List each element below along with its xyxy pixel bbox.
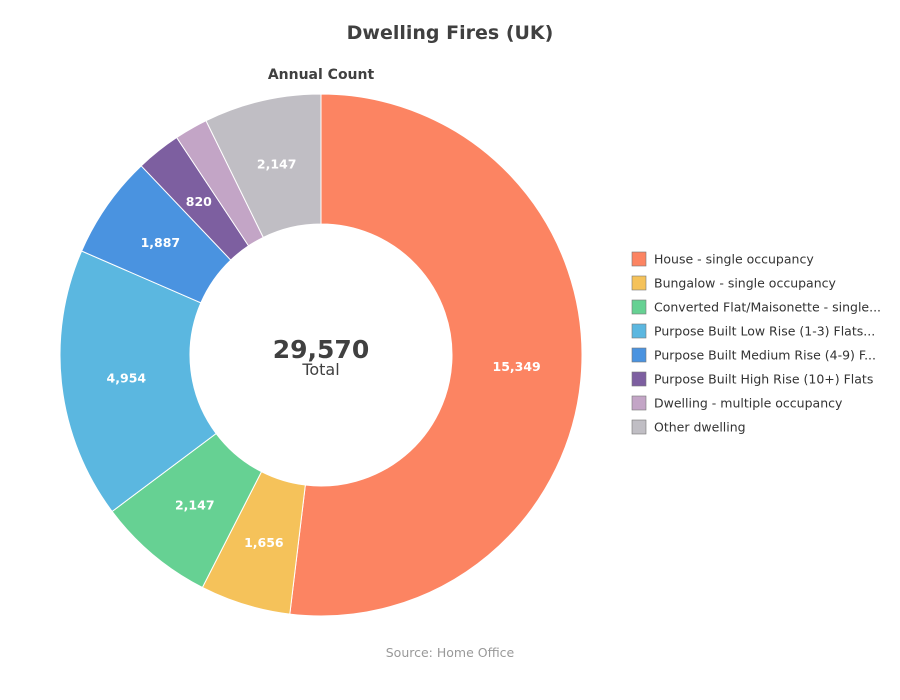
legend-swatch [631, 395, 647, 411]
legend-swatch [631, 323, 647, 339]
donut-hole [190, 224, 452, 486]
legend-item-house-single-occupancy[interactable]: House - single occupancy [631, 251, 814, 267]
slice-label-purpose-built-low-rise-1-3-flats: 4,954 [107, 370, 147, 385]
legend-swatch [631, 275, 647, 291]
donut-slices [59, 93, 583, 617]
legend-swatch [631, 347, 647, 363]
total-value: 29,570 [273, 335, 369, 364]
slice-label-purpose-built-high-rise-10-flats: 820 [186, 194, 212, 209]
slice-label-converted-flat-maisonette-single: 2,147 [175, 497, 215, 512]
legend-label: Dwelling - multiple occupancy [654, 396, 843, 411]
legend-item-other-dwelling[interactable]: Other dwelling [631, 419, 746, 435]
legend: House - single occupancy Bungalow - singl… [631, 251, 881, 435]
legend-item-converted-flat-maisonette-single[interactable]: Converted Flat/Maisonette - single... [631, 299, 881, 315]
legend-item-purpose-built-low-rise-1-3-flats[interactable]: Purpose Built Low Rise (1-3) Flats... [631, 323, 875, 339]
legend-item-dwelling-multiple-occupancy[interactable]: Dwelling - multiple occupancy [631, 395, 843, 411]
chart-subtitle: Annual Count [268, 67, 375, 83]
legend-item-purpose-built-medium-rise-4-9-f[interactable]: Purpose Built Medium Rise (4-9) F... [631, 347, 876, 363]
legend-swatch [631, 419, 647, 435]
slice-label-bungalow-single-occupancy: 1,656 [244, 535, 284, 550]
legend-label: Purpose Built High Rise (10+) Flats [654, 372, 873, 387]
legend-label: Purpose Built Medium Rise (4-9) F... [654, 348, 876, 363]
legend-label: House - single occupancy [654, 252, 814, 267]
total-label: Total [301, 360, 339, 379]
slice-label-purpose-built-medium-rise-4-9-f: 1,887 [141, 235, 181, 250]
legend-item-bungalow-single-occupancy[interactable]: Bungalow - single occupancy [631, 275, 836, 291]
legend-label: Converted Flat/Maisonette - single... [654, 300, 881, 315]
legend-label: Other dwelling [654, 420, 746, 435]
source-credit: Source: Home Office [386, 645, 515, 660]
legend-item-purpose-built-high-rise-10-flats[interactable]: Purpose Built High Rise (10+) Flats [631, 371, 873, 387]
slice-label-other-dwelling: 2,147 [257, 157, 297, 172]
legend-swatch [631, 251, 647, 267]
slice-label-house-single-occupancy: 15,349 [493, 359, 541, 374]
legend-swatch [631, 299, 647, 315]
slice-labels: 15,349 1,656 2,147 4,954 1,887 820 2,147 [107, 157, 541, 550]
chart-title: Dwelling Fires (UK) [347, 22, 554, 44]
legend-swatch [631, 371, 647, 387]
legend-label: Bungalow - single occupancy [654, 276, 836, 291]
legend-label: Purpose Built Low Rise (1-3) Flats... [654, 324, 875, 339]
